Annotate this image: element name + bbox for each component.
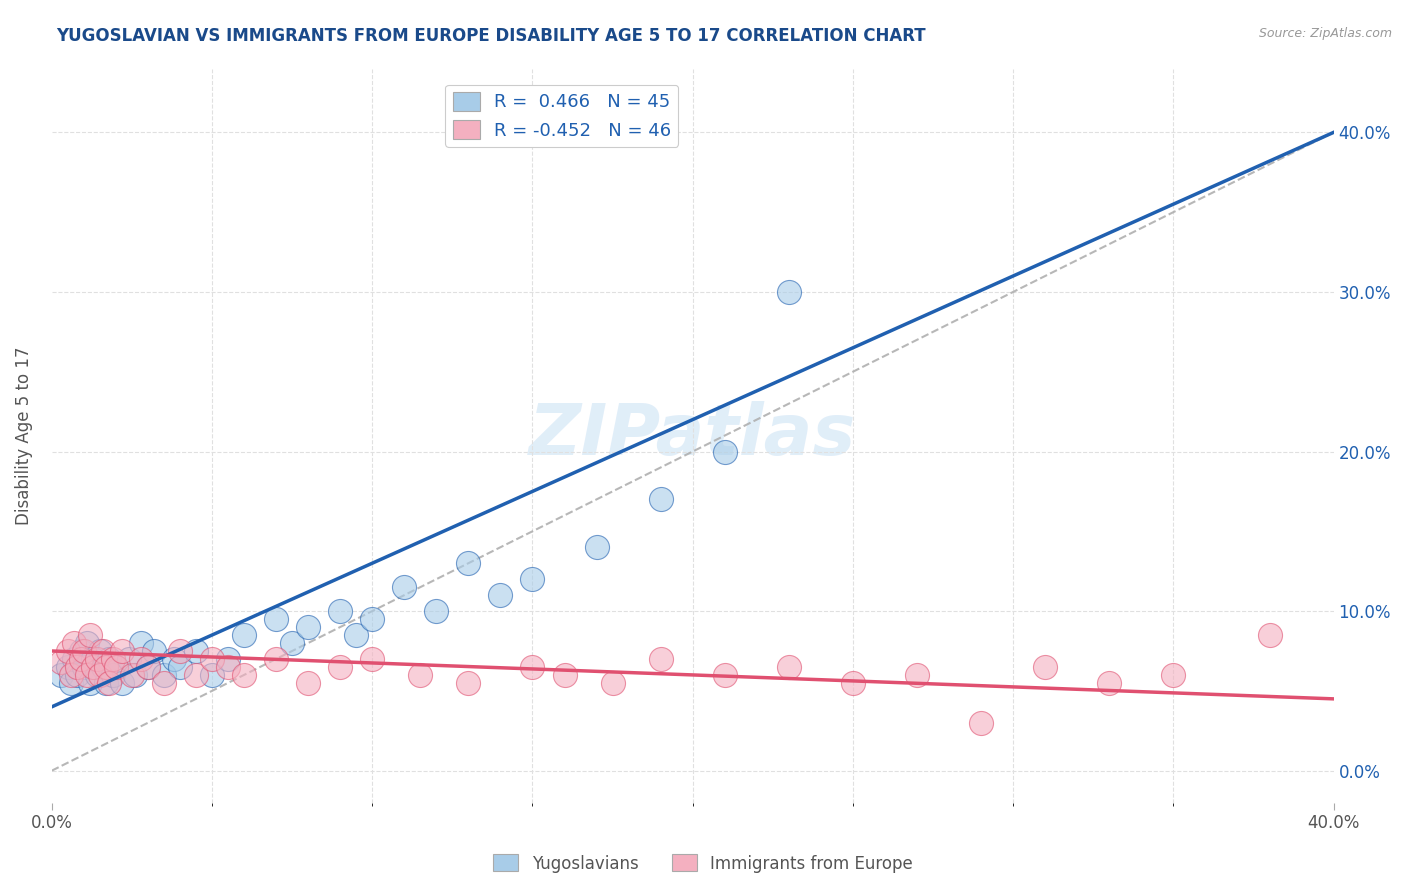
Point: [522, 660, 544, 674]
Point: [153, 676, 176, 690]
Point: [344, 628, 367, 642]
Point: [86, 652, 108, 666]
Point: [169, 660, 191, 674]
Point: [394, 580, 416, 594]
Point: [425, 604, 447, 618]
Point: [713, 444, 735, 458]
Point: [79, 628, 101, 642]
Point: [329, 604, 352, 618]
Point: [1258, 628, 1281, 642]
Point: [91, 660, 114, 674]
Point: [131, 636, 153, 650]
Point: [201, 652, 224, 666]
Point: [217, 660, 239, 674]
Point: [778, 660, 800, 674]
Point: [96, 660, 118, 674]
Point: [76, 668, 98, 682]
Point: [233, 628, 256, 642]
Point: [56, 660, 79, 674]
Point: [89, 644, 111, 658]
Point: [233, 668, 256, 682]
Point: [124, 668, 146, 682]
Point: [457, 556, 479, 570]
Point: [82, 652, 104, 666]
Point: [409, 668, 432, 682]
Point: [79, 676, 101, 690]
Text: YUGOSLAVIAN VS IMMIGRANTS FROM EUROPE DISABILITY AGE 5 TO 17 CORRELATION CHART: YUGOSLAVIAN VS IMMIGRANTS FROM EUROPE DI…: [56, 27, 927, 45]
Point: [650, 492, 672, 507]
Point: [217, 652, 239, 666]
Point: [111, 676, 134, 690]
Point: [98, 676, 121, 690]
Point: [51, 655, 73, 669]
Point: [56, 644, 79, 658]
Point: [96, 676, 118, 690]
Point: [281, 636, 304, 650]
Point: [162, 652, 184, 666]
Point: [1033, 660, 1056, 674]
Point: [1098, 676, 1121, 690]
Point: [522, 572, 544, 586]
Point: [297, 620, 319, 634]
Point: [63, 652, 86, 666]
Point: [713, 668, 735, 682]
Point: [91, 644, 114, 658]
Point: [905, 668, 928, 682]
Point: [131, 652, 153, 666]
Point: [101, 668, 124, 682]
Point: [101, 652, 124, 666]
Point: [143, 644, 166, 658]
Point: [842, 676, 865, 690]
Text: Source: ZipAtlas.com: Source: ZipAtlas.com: [1258, 27, 1392, 40]
Point: [73, 660, 96, 674]
Point: [650, 652, 672, 666]
Point: [82, 660, 104, 674]
Point: [1163, 668, 1185, 682]
Point: [602, 676, 624, 690]
Point: [66, 668, 89, 682]
Point: [201, 668, 224, 682]
Point: [69, 644, 91, 658]
Y-axis label: Disability Age 5 to 17: Disability Age 5 to 17: [15, 346, 32, 524]
Point: [86, 668, 108, 682]
Point: [329, 660, 352, 674]
Point: [63, 636, 86, 650]
Point: [169, 644, 191, 658]
Point: [73, 644, 96, 658]
Point: [69, 652, 91, 666]
Point: [970, 715, 993, 730]
Point: [553, 668, 575, 682]
Legend: R =  0.466   N = 45, R = -0.452   N = 46: R = 0.466 N = 45, R = -0.452 N = 46: [446, 85, 679, 147]
Point: [361, 612, 384, 626]
Point: [264, 612, 287, 626]
Point: [89, 668, 111, 682]
Point: [118, 652, 141, 666]
Point: [66, 660, 89, 674]
Point: [153, 668, 176, 682]
Point: [264, 652, 287, 666]
Point: [111, 644, 134, 658]
Point: [184, 644, 207, 658]
Point: [104, 660, 127, 674]
Point: [76, 636, 98, 650]
Point: [59, 668, 82, 682]
Point: [136, 660, 159, 674]
Point: [51, 668, 73, 682]
Point: [184, 668, 207, 682]
Point: [104, 660, 127, 674]
Point: [136, 660, 159, 674]
Point: [585, 541, 607, 555]
Legend: Yugoslavians, Immigrants from Europe: Yugoslavians, Immigrants from Europe: [486, 847, 920, 880]
Point: [778, 285, 800, 299]
Point: [59, 676, 82, 690]
Point: [297, 676, 319, 690]
Point: [457, 676, 479, 690]
Point: [489, 588, 512, 602]
Text: ZIPatlas: ZIPatlas: [529, 401, 856, 470]
Point: [98, 652, 121, 666]
Point: [121, 668, 143, 682]
Point: [361, 652, 384, 666]
